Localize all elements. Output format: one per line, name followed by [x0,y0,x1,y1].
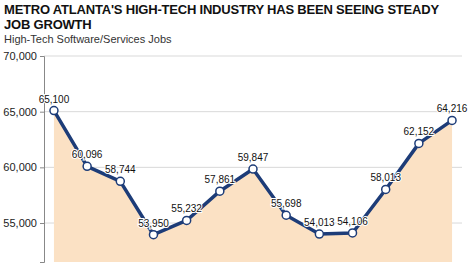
y-tick-mark [40,223,44,224]
y-tick-mark [40,167,44,168]
data-labels: 65,100 60,09658,744 53,95055,232 57,86159,8… [39,94,468,229]
data-label: 58,013 [370,172,401,183]
marker [382,185,390,193]
marker [415,139,423,147]
line [54,111,452,235]
marker [149,231,157,239]
data-label: 53,950 [138,218,169,229]
marker [282,211,290,219]
y-tick: 70,000 [3,50,44,62]
chart: 55,000 60,000 65,000 70,000 65,100 60,09658,7… [0,48,474,266]
y-tick-label: 65,000 [3,106,37,118]
marker [183,216,191,224]
data-label: 54,106 [337,216,368,227]
y-tick: 55,000 [3,217,44,229]
data-label: 54,013 [304,217,335,228]
y-tick-label: 55,000 [3,217,37,229]
area [54,111,452,262]
data-label: 64,216 [437,103,468,114]
data-label: 55,698 [271,198,302,209]
data-label: 58,744 [105,164,136,175]
marker [216,187,224,195]
y-tick: 65,000 [3,106,44,118]
title: METRO ATLANTA'S HIGH-TECH INDUSTRY HAS B… [4,2,444,32]
plot-area [50,107,456,262]
marker [116,177,124,185]
y-tick-label: 60,000 [3,161,37,173]
marker [315,230,323,238]
marker [249,165,257,173]
y-tick: 60,000 [3,161,44,173]
y-tick-mark [40,56,44,57]
data-label: 59,847 [238,152,269,163]
marker [83,162,91,170]
y-tick-label: 70,000 [3,50,37,62]
grid-line [44,111,462,112]
y-tick-mark [40,112,44,113]
marker [448,116,456,124]
data-label: 57,861 [205,174,236,185]
data-label: 62,152 [404,126,435,137]
data-label: 65,100 [39,94,70,105]
subtitle: High-Tech Software/Services Jobs [4,33,172,45]
data-label: 55,232 [171,203,202,214]
grid-line [44,56,462,57]
marker [349,229,357,237]
marker [50,107,58,115]
y-axis-line [40,57,45,263]
y-axis: 55,000 60,000 65,000 70,000 [3,50,44,262]
data-label: 60,096 [72,149,103,160]
